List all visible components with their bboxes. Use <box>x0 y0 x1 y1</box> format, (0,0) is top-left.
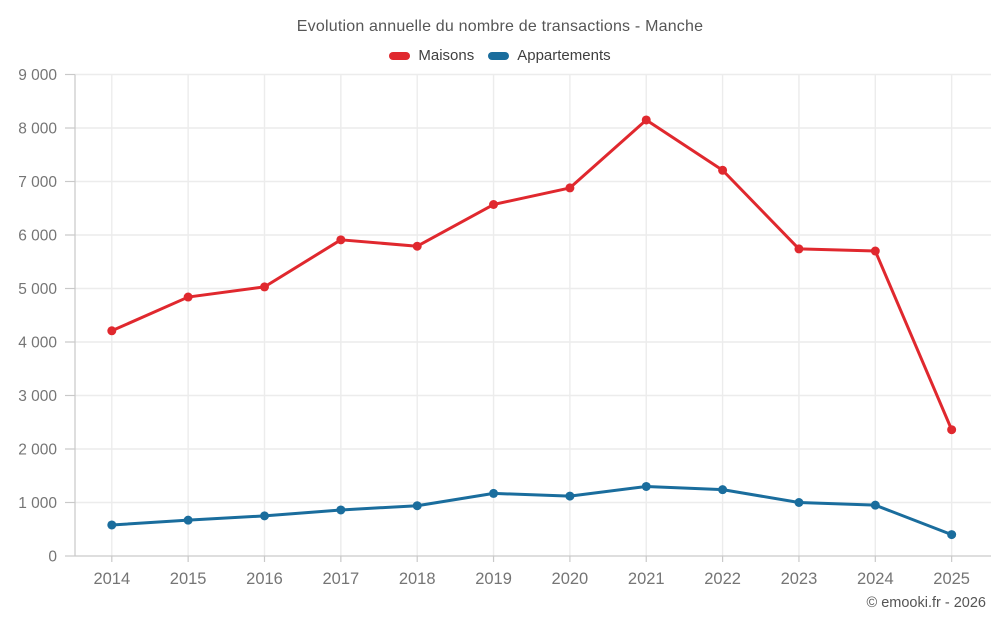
copyright-text: © emooki.fr - 2026 <box>866 595 986 611</box>
y-axis-label: 2 000 <box>18 442 57 459</box>
appartements-point[interactable] <box>947 530 957 540</box>
maisons-point[interactable] <box>183 292 193 302</box>
y-axis-label: 1 000 <box>18 495 57 512</box>
y-axis-label: 6 000 <box>18 228 57 245</box>
maisons-point[interactable] <box>489 200 499 210</box>
legend-label-maisons: Maisons <box>418 47 475 64</box>
maisons-legend-swatch-icon <box>389 51 411 60</box>
x-axis-label: 2014 <box>93 570 130 588</box>
x-axis-label: 2016 <box>246 570 283 588</box>
chart-title: Evolution annuelle du nombre de transact… <box>296 18 704 35</box>
appartements-point[interactable] <box>489 488 499 498</box>
x-axis-label: 2021 <box>628 570 665 588</box>
legend-label-appartements: Appartements <box>517 47 611 64</box>
maisons-point[interactable] <box>794 244 804 254</box>
appartements-line <box>110 484 954 537</box>
maisons-point[interactable] <box>565 183 575 193</box>
maisons-point[interactable] <box>260 282 269 292</box>
y-axis-label: 8 000 <box>18 121 57 138</box>
appartements-point[interactable] <box>718 485 728 495</box>
x-axis-label: 2015 <box>170 570 207 588</box>
appartements-point[interactable] <box>412 501 422 511</box>
x-axis-label: 2023 <box>781 570 818 588</box>
y-axis-label: 7 000 <box>18 174 57 191</box>
appartements-point[interactable] <box>565 491 575 501</box>
x-axis-label: 2025 <box>933 570 970 588</box>
y-axis-label: 5 000 <box>18 281 57 298</box>
legend: Maisons Appartements <box>0 47 1000 64</box>
maisons-point[interactable] <box>718 165 728 175</box>
x-axis-label: 2019 <box>475 570 512 588</box>
x-axis-label: 2018 <box>399 570 436 588</box>
maisons-point[interactable] <box>412 241 422 251</box>
appartements-point[interactable] <box>870 500 880 510</box>
maisons-point[interactable] <box>107 326 117 336</box>
y-axis-label: 4 000 <box>18 335 57 352</box>
appartements-point[interactable] <box>183 515 193 525</box>
appartements-point[interactable] <box>260 511 269 521</box>
y-axis-label: 3 000 <box>18 388 57 405</box>
legend-item-appartements[interactable]: Appartements <box>488 47 611 64</box>
maisons-point[interactable] <box>641 115 651 125</box>
y-axis-label: 9 000 <box>18 67 57 84</box>
appartements-point[interactable] <box>107 520 117 530</box>
x-axis-label: 2024 <box>857 570 894 588</box>
maisons-point[interactable] <box>870 246 880 256</box>
x-axis-label: 2017 <box>322 570 359 588</box>
y-axis-label: 0 <box>48 549 57 566</box>
x-axis-label: 2020 <box>552 570 589 588</box>
appartements-point[interactable] <box>794 498 804 507</box>
x-axis-label: 2022 <box>704 570 741 588</box>
appartements-point[interactable] <box>336 505 346 515</box>
maisons-line <box>110 118 954 432</box>
appartements-legend-swatch-icon <box>488 51 510 60</box>
appartements-point[interactable] <box>641 481 651 491</box>
maisons-point[interactable] <box>336 235 346 245</box>
legend-item-maisons[interactable]: Maisons <box>389 47 474 64</box>
maisons-point[interactable] <box>947 425 957 435</box>
